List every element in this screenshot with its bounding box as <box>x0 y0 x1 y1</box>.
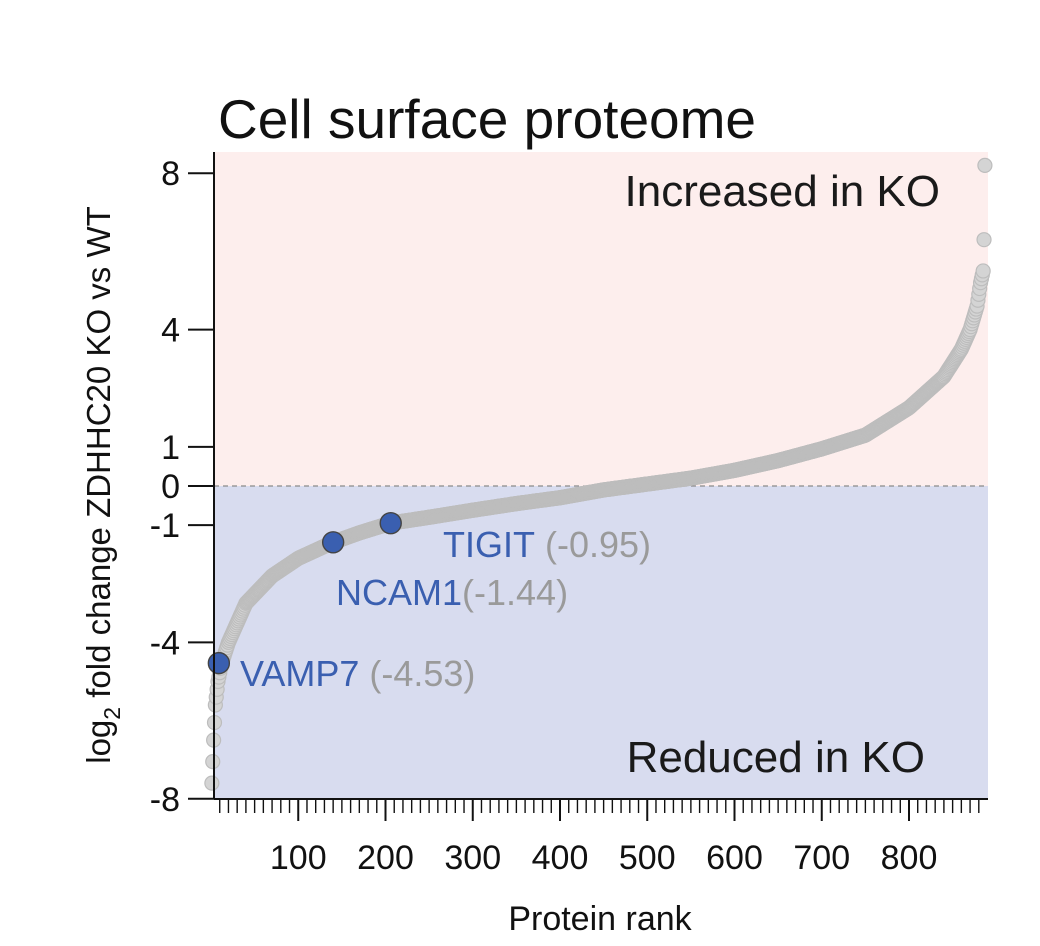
y-label-rest: fold change ZDHHC20 KO vs WT <box>80 206 117 707</box>
axes: 8 4 10-1 -4 -8 100 200 300 400 500 600 700 800 <box>150 152 988 877</box>
regions-layer <box>214 152 988 799</box>
annotation-ncam1-value: (-1.44) <box>462 572 568 613</box>
x-tick-label: 800 <box>881 839 938 877</box>
x-tick-label: 300 <box>444 839 501 877</box>
annotation-vamp7-name: VAMP7 <box>240 653 359 694</box>
x-tick-label: 500 <box>619 839 676 877</box>
chart-title: Cell surface proteome <box>218 88 756 150</box>
y-axis-label: log2 fold change ZDHHC20 KO vs WT <box>80 206 125 764</box>
x-axis-ticks: 100 200 300 400 500 600 700 800 <box>219 799 980 877</box>
data-point <box>205 754 221 770</box>
x-tick-label: 100 <box>270 839 327 877</box>
x-axis-label: Protein rank <box>508 900 692 938</box>
data-point <box>977 157 993 173</box>
y-tick-label: -8 <box>150 781 180 819</box>
y-axis-ticks: 8 4 10-1 -4 -8 <box>150 155 214 819</box>
y-tick-label: 4 <box>161 312 180 350</box>
annotation-tigit-name: TIGIT <box>443 524 535 565</box>
highlight-point-vamp7 <box>207 651 231 675</box>
x-tick-label: 400 <box>532 839 589 877</box>
x-tick-label: 200 <box>357 839 414 877</box>
region-label-reduced: Reduced in KO <box>627 733 925 782</box>
y-label-subscript: 2 <box>99 707 125 720</box>
data-point <box>975 263 991 279</box>
highlight-point-tigit <box>379 511 402 535</box>
region-label-increased: Increased in KO <box>625 167 941 216</box>
annotation-tigit: TIGIT (-0.95) <box>443 524 651 565</box>
y-tick-label: 0 <box>161 468 180 506</box>
data-point <box>204 775 220 791</box>
annotations: VAMP7 (-4.53) NCAM1(-1.44) TIGIT (-0.95) <box>240 524 651 694</box>
annotation-vamp7: VAMP7 (-4.53) <box>240 653 475 694</box>
data-points <box>204 157 993 791</box>
annotation-tigit-value: (-0.95) <box>545 524 651 565</box>
y-label-log: log <box>80 720 117 764</box>
annotation-vamp7-value: (-4.53) <box>369 653 475 694</box>
annotation-ncam1: NCAM1(-1.44) <box>336 572 568 613</box>
highlighted-points <box>207 511 402 675</box>
x-tick-label: 600 <box>706 839 763 877</box>
highlight-point-ncam1 <box>321 531 345 554</box>
x-tick-label: 700 <box>793 839 850 877</box>
annotation-ncam1-name: NCAM1 <box>336 572 462 613</box>
data-point <box>976 232 992 248</box>
y-tick-label: 1 <box>161 429 180 467</box>
y-tick-label: -4 <box>150 624 180 662</box>
y-tick-label: 8 <box>161 155 180 193</box>
y-tick-label: -1 <box>150 507 180 545</box>
